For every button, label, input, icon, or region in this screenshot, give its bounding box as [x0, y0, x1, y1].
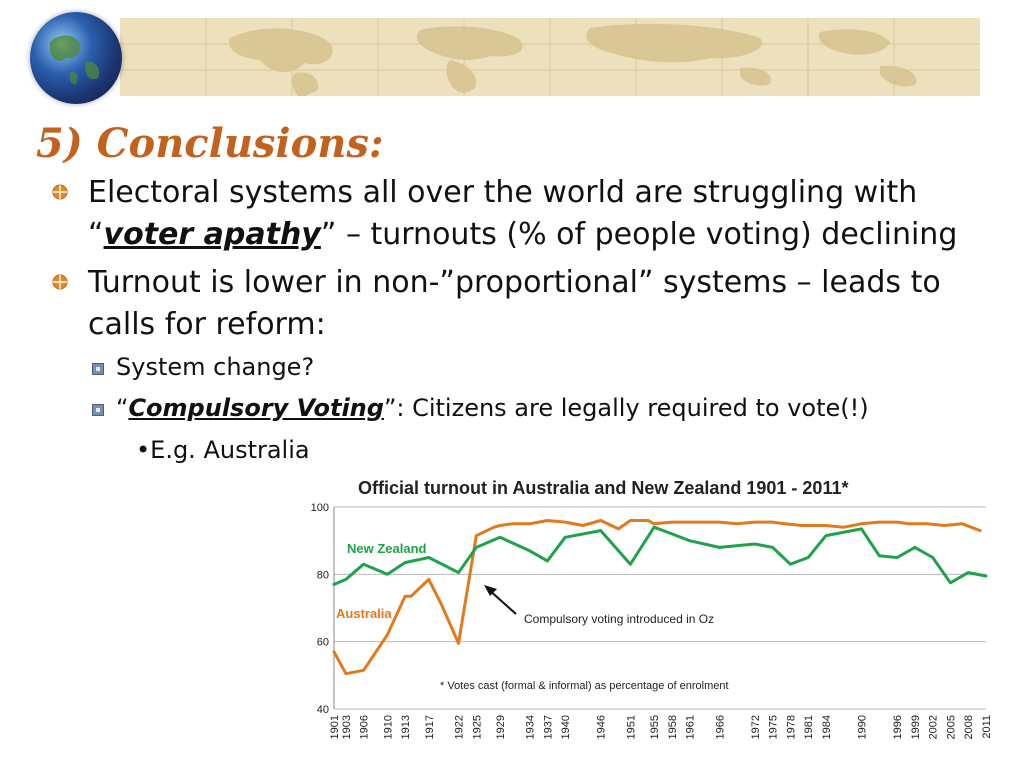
x-tick-label: 1999 [910, 715, 922, 739]
bullet-icon [52, 274, 68, 290]
x-tick-label: 2002 [928, 715, 940, 739]
y-tick-label: 60 [317, 637, 329, 649]
globe-icon [30, 12, 122, 104]
y-axis-ticks: 40 60 80 100 [311, 502, 329, 716]
x-tick-label: 1946 [596, 715, 608, 739]
x-tick-label: 1925 [471, 715, 483, 739]
x-tick-label: 2005 [945, 715, 957, 739]
open-quote: “ [116, 394, 129, 422]
x-tick-label: 1913 [400, 715, 412, 739]
sub2-rest: ”: Citizens are legally required to vote… [383, 394, 869, 422]
x-tick-label: 1917 [424, 715, 436, 739]
bullet-voter-apathy: Electoral systems all over the world are… [88, 172, 988, 256]
bullet1-rest: ” – turnouts (% of people voting) declin… [320, 217, 958, 252]
x-tick-label: 1910 [382, 715, 394, 739]
world-map-banner [120, 18, 980, 96]
sub-bullet-system-change: System change? [116, 353, 315, 381]
series-line-australia [332, 519, 982, 676]
x-tick-label: 1940 [560, 715, 572, 739]
y-tick-label: 100 [311, 502, 329, 514]
bullet2-line2: calls for reform: [88, 307, 326, 342]
annotation-footnote: * Votes cast (formal & informal) as perc… [440, 680, 729, 692]
x-tick-label: 1958 [667, 715, 679, 739]
chart-series [332, 519, 988, 676]
voter-apathy-emphasis: voter apathy [103, 217, 321, 252]
sub-bullet-compulsory-voting: “Compulsory Voting”: Citizens are legall… [116, 394, 869, 422]
world-map-graphic [120, 18, 980, 96]
slide-title: 5) Conclusions: [36, 120, 384, 167]
x-tick-label: 1903 [341, 715, 353, 739]
series-label-australia: Australia [336, 606, 392, 621]
arrow-icon [484, 585, 517, 615]
annotation-compulsory-voting: Compulsory voting introduced in Oz [524, 612, 714, 626]
x-tick-label: 1906 [359, 715, 371, 739]
turnout-chart: Official turnout in Australia and New Ze… [311, 478, 990, 739]
chart-title: Official turnout in Australia and New Ze… [358, 478, 848, 498]
x-tick-label: 1981 [803, 715, 815, 739]
bullet2-line1: Turnout is lower in non-”proportional” s… [88, 265, 941, 300]
chart-grid [333, 506, 986, 710]
bullet-turnout-lower: Turnout is lower in non-”proportional” s… [88, 262, 988, 346]
globe-land-graphic [50, 35, 100, 85]
x-tick-label: 1966 [714, 715, 726, 739]
x-tick-label: 1934 [525, 715, 537, 739]
x-tick-label: 1937 [542, 715, 554, 739]
sub-bullet-icon [92, 363, 104, 375]
bullet1-line2: “voter apathy” – turnouts (% of people v… [88, 214, 988, 256]
x-tick-label: 1929 [495, 715, 507, 739]
y-tick-label: 40 [317, 704, 329, 716]
x-tick-label: 1975 [768, 715, 780, 739]
y-tick-label: 80 [317, 569, 329, 581]
x-tick-label: 1984 [821, 715, 833, 739]
example-australia: •E.g. Australia [136, 436, 310, 464]
compulsory-voting-emphasis: Compulsory Voting [128, 394, 384, 422]
bullet1-line1: Electoral systems all over the world are… [88, 175, 918, 210]
x-tick-label: 2008 [963, 715, 975, 739]
x-tick-label: 2011 [981, 715, 990, 739]
bullet-icon [52, 184, 68, 200]
x-tick-label: 1901 [329, 715, 341, 739]
x-tick-label: 1990 [857, 715, 869, 739]
x-tick-label: 1978 [785, 715, 797, 739]
x-axis-ticks: 1901 1903 1906 1910 1913 1917 1922 1925 1929 1934… [329, 715, 990, 739]
x-tick-label: 1996 [892, 715, 904, 739]
x-tick-label: 1951 [625, 715, 637, 739]
x-tick-label: 1961 [685, 715, 697, 739]
series-line-new-zealand [332, 525, 988, 586]
sub-bullet-icon [92, 404, 104, 416]
x-tick-label: 1922 [453, 715, 465, 739]
x-tick-label: 1955 [649, 715, 661, 739]
series-label-new-zealand: New Zealand [347, 541, 427, 556]
x-tick-label: 1972 [750, 715, 762, 739]
open-quote: “ [88, 217, 104, 252]
